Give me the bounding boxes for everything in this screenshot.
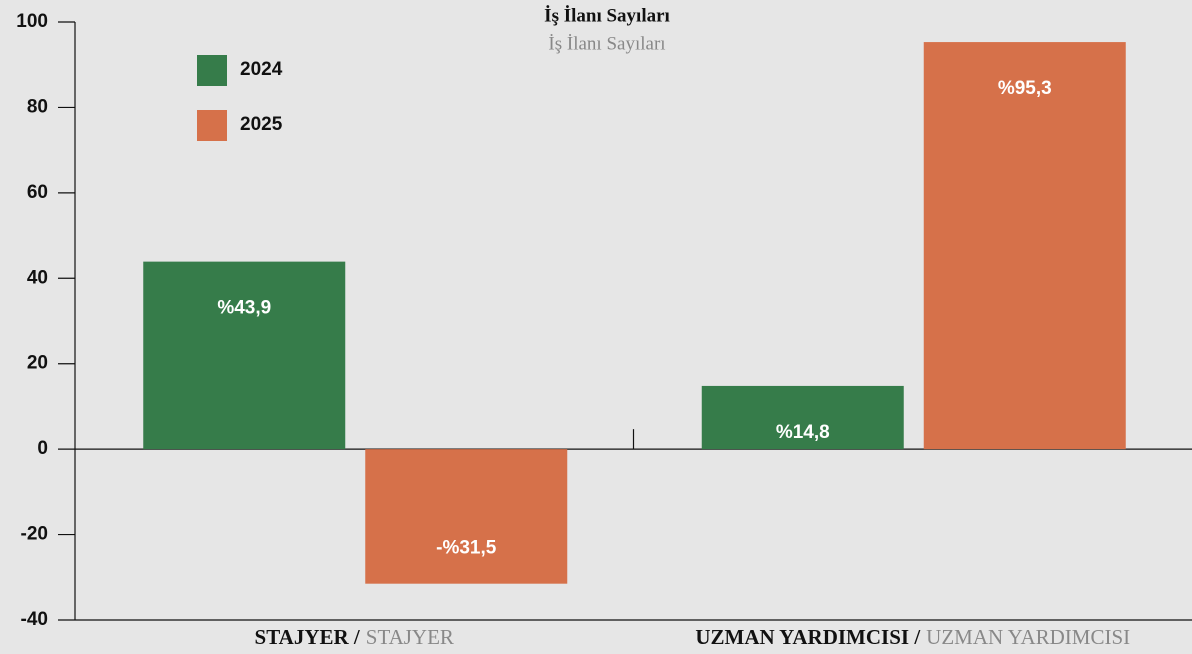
legend-label: 2024 <box>240 59 283 80</box>
chart-subtitle: İş İlanı Sayıları <box>548 33 665 54</box>
y-tick-label: 40 <box>27 267 48 288</box>
legend-label: 2025 <box>240 114 283 135</box>
category-subtitle: STAJYER <box>366 625 454 649</box>
y-tick-label: 0 <box>37 438 48 459</box>
data-label: %43,9 <box>217 298 271 319</box>
y-tick-label: 100 <box>16 11 48 32</box>
bar <box>365 449 568 584</box>
x-tick-label: STAJYER / STAJYER <box>255 625 454 649</box>
category-name: STAJYER / <box>255 625 361 649</box>
y-tick-label: 20 <box>27 353 48 374</box>
data-label: %95,3 <box>998 78 1052 99</box>
y-tick-label: -20 <box>21 524 48 545</box>
legend-swatch <box>197 110 227 141</box>
data-label: -%31,5 <box>436 538 497 559</box>
category-subtitle: UZMAN YARDIMCISI <box>926 625 1130 649</box>
chart-title: İş İlanı Sayıları <box>544 5 670 26</box>
y-tick-label: 80 <box>27 96 48 117</box>
y-tick-label: 60 <box>27 182 48 203</box>
bar <box>923 42 1126 450</box>
legend-swatch <box>197 55 227 86</box>
x-tick-label: UZMAN YARDIMCISI / UZMAN YARDIMCISI <box>695 625 1130 649</box>
y-tick-label: -40 <box>21 609 48 630</box>
bar <box>701 385 904 450</box>
data-label: %14,8 <box>776 422 830 443</box>
bar <box>143 261 346 450</box>
category-name: UZMAN YARDIMCISI / <box>695 625 921 649</box>
